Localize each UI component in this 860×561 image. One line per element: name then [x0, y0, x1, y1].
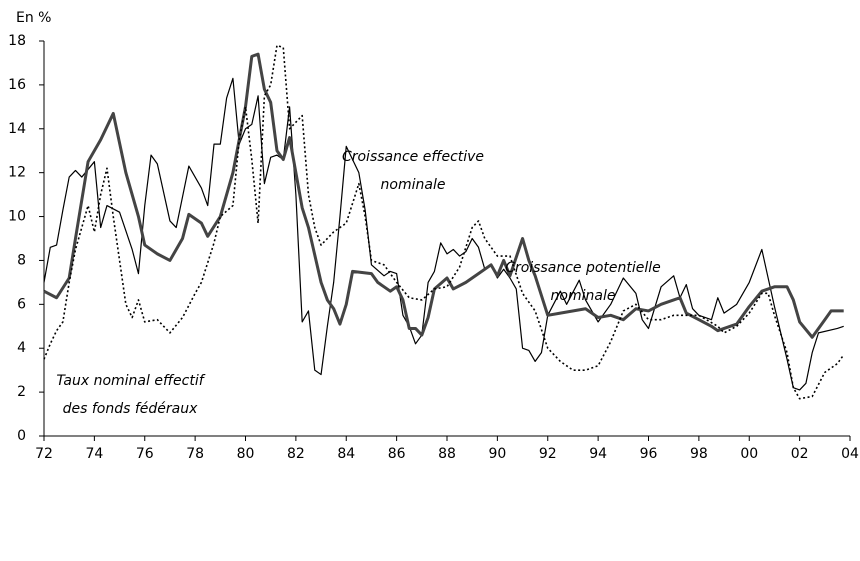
x-tick-label: 74: [85, 446, 103, 462]
x-tick-label: 86: [388, 446, 406, 462]
y-tick-label: 18: [8, 33, 26, 49]
series-line: [43, 52, 844, 339]
y-tick-label: 8: [17, 252, 26, 268]
annotation: Croissance effective: [342, 149, 484, 165]
x-tick-label: 72: [35, 446, 53, 462]
series-line: [43, 44, 845, 400]
y-tick-label: 14: [8, 121, 26, 137]
y-unit: En %: [16, 10, 51, 26]
y-tick-label: 2: [17, 384, 26, 400]
x-tick-label: 00: [740, 446, 758, 462]
annotation: Croissance potentielle: [505, 260, 661, 276]
annotation: des fonds fédéraux: [63, 401, 198, 417]
x-tick-label: 04: [841, 446, 859, 462]
annotation: nominale: [551, 288, 616, 304]
y-tick-label: 4: [17, 340, 26, 356]
y-tick-label: 12: [8, 165, 26, 181]
x-tick-label: 78: [186, 446, 204, 462]
series-line: [43, 77, 844, 391]
x-tick-label: 98: [690, 446, 708, 462]
y-tick-label: 10: [8, 209, 26, 225]
x-tick-label: 94: [589, 446, 607, 462]
x-tick-label: 84: [337, 446, 355, 462]
y-tick-label: 0: [17, 428, 26, 444]
x-tick-label: 88: [438, 446, 456, 462]
x-tick-label: 02: [791, 446, 809, 462]
y-tick-label: 6: [17, 296, 26, 312]
x-tick-label: 76: [136, 446, 154, 462]
x-tick-label: 90: [488, 446, 506, 462]
x-tick-label: 92: [539, 446, 557, 462]
x-tick-label: 80: [237, 446, 255, 462]
x-tick-label: 82: [287, 446, 305, 462]
y-tick-label: 16: [8, 77, 26, 93]
x-tick-label: 96: [640, 446, 658, 462]
annotation: nominale: [381, 177, 446, 193]
annotation: Taux nominal effectif: [56, 373, 205, 389]
